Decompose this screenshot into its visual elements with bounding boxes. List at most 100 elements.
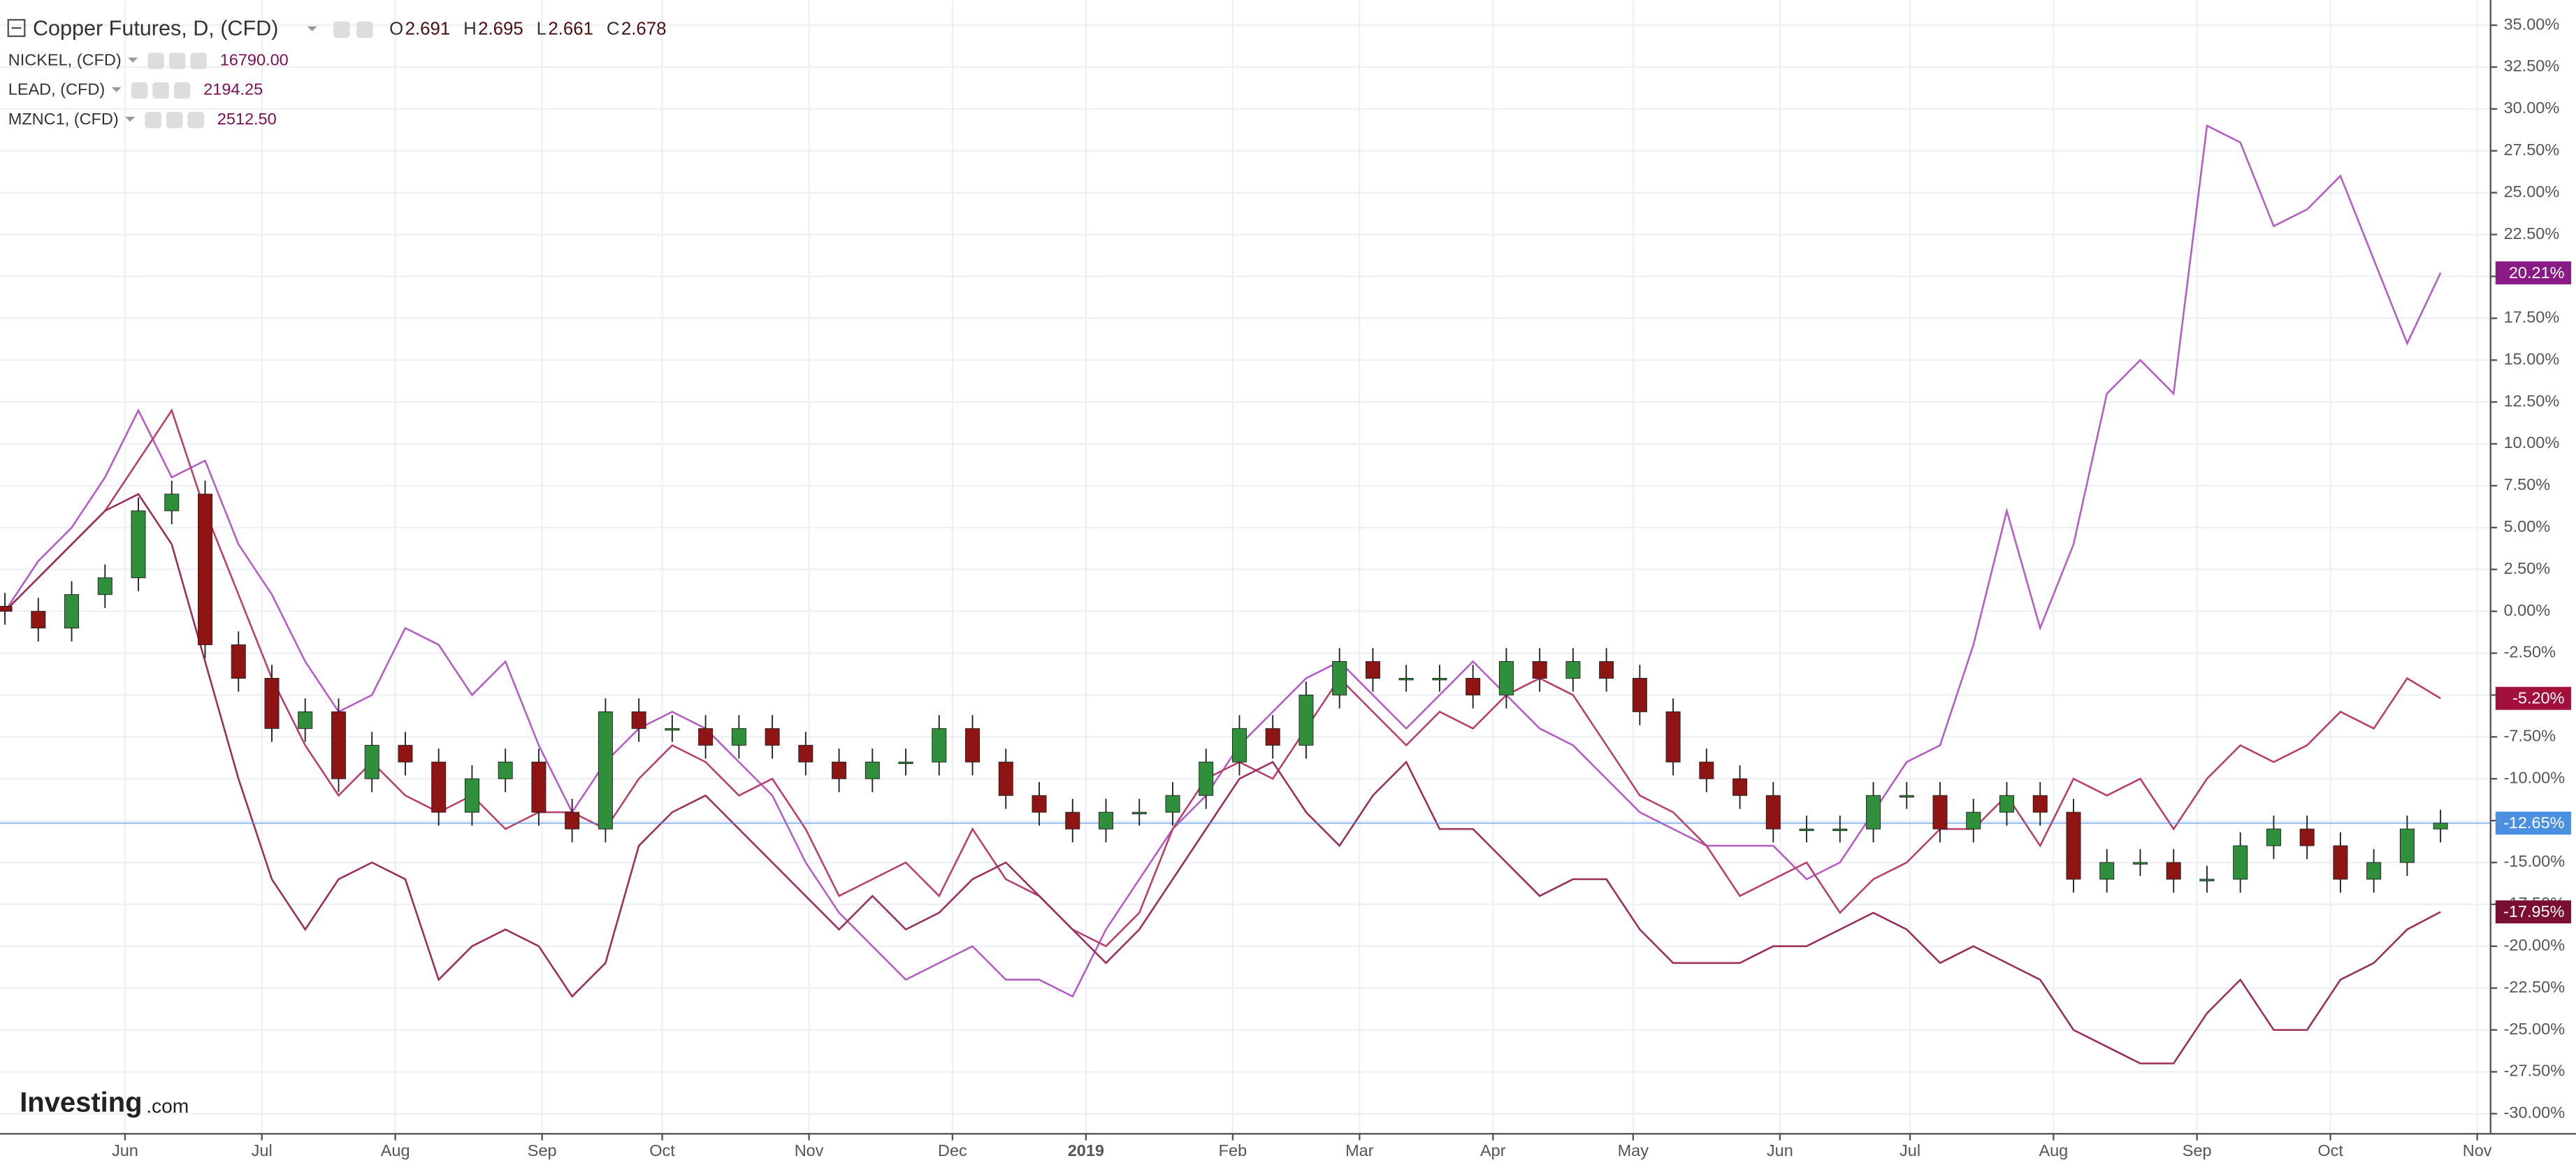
x-tick-label: Jun <box>112 1141 138 1160</box>
y-tick-label: 12.50% <box>2504 391 2560 410</box>
x-tick-label: Jul <box>1900 1141 1920 1160</box>
dropdown-icon[interactable] <box>128 57 138 63</box>
ohlc-value: 2.661 <box>548 19 593 38</box>
series-icon[interactable] <box>168 52 186 69</box>
series-icon[interactable] <box>152 82 169 99</box>
candle-body <box>2032 795 2048 813</box>
candle-body <box>1599 661 1614 679</box>
candle-body <box>1932 795 1948 830</box>
candle-body <box>498 761 513 779</box>
candle-body <box>1565 661 1581 679</box>
dropdown-icon[interactable] <box>125 117 136 122</box>
series-icon[interactable] <box>145 111 161 129</box>
price-tag <box>2495 811 2571 835</box>
candle-body <box>231 644 246 679</box>
overlay-last: 2512.50 <box>217 110 277 128</box>
watermark: Investing .com <box>20 1087 189 1118</box>
y-tick-label: 32.50% <box>2504 57 2560 75</box>
overlay-line <box>4 493 2441 1064</box>
price-tag-label: 20.21% <box>2509 263 2565 282</box>
collapse-icon[interactable] <box>7 19 26 38</box>
candle-body <box>131 510 146 579</box>
candle-body <box>832 761 847 779</box>
y-tick-label: -10.00% <box>2504 768 2566 786</box>
ohlc-key: L <box>537 19 547 38</box>
y-tick-label: 10.00% <box>2504 433 2560 452</box>
candle-body <box>1899 795 1914 798</box>
candle-body <box>198 493 212 646</box>
y-tick-label: 22.50% <box>2504 224 2560 243</box>
candle-body <box>698 728 714 746</box>
candle-body <box>97 577 113 595</box>
x-tick-label: Aug <box>2039 1141 2068 1160</box>
x-tick-label: Aug <box>381 1141 410 1160</box>
price-tag <box>2495 261 2571 284</box>
settings-icon[interactable] <box>333 21 350 38</box>
series-icon[interactable] <box>166 111 183 129</box>
y-tick-label: -7.50% <box>2504 727 2556 745</box>
candle-body <box>1732 778 1748 796</box>
candle-body <box>2399 828 2415 863</box>
y-tick-label: 5.00% <box>2504 517 2551 535</box>
y-tick-label: -15.00% <box>2504 852 2566 870</box>
overlay-name: NICKEL, (CFD) <box>8 50 122 68</box>
y-tick-label: 25.00% <box>2504 182 2560 201</box>
x-tick-label: Sep <box>528 1141 557 1160</box>
overlay-line <box>4 408 2441 948</box>
price-tag-label: -12.65% <box>2503 814 2565 832</box>
candle-body <box>1632 677 1647 712</box>
candle-body <box>998 761 1013 796</box>
x-tick-label: Apr <box>1480 1141 1506 1160</box>
candle-body <box>1432 677 1447 681</box>
candle-body <box>2299 828 2315 846</box>
candle-body <box>64 594 80 629</box>
candle-body <box>1265 728 1280 746</box>
x-tick-label: Oct <box>649 1141 675 1160</box>
ohlc-key: C <box>607 19 620 38</box>
candle-body <box>1032 795 1047 813</box>
series-icon[interactable] <box>187 111 204 129</box>
y-tick-label: -30.00% <box>2504 1104 2566 1122</box>
y-tick-label: 2.50% <box>2504 559 2551 577</box>
plot <box>0 124 2491 1064</box>
y-tick-label: 30.00% <box>2504 99 2560 117</box>
dropdown-icon[interactable] <box>307 26 317 31</box>
candle-body <box>1199 761 1214 796</box>
candle-body <box>898 761 913 765</box>
candle-body <box>1999 795 2015 813</box>
candle-body <box>1398 677 1414 681</box>
candle-body <box>2166 862 2181 880</box>
dropdown-icon[interactable] <box>111 87 122 92</box>
y-tick-label: -20.00% <box>2504 936 2566 954</box>
series-icon[interactable] <box>131 82 148 99</box>
settings-icon[interactable] <box>356 21 373 38</box>
x-tick-label: Feb <box>1219 1141 1247 1160</box>
candle-body <box>364 744 379 779</box>
y-tick-label: 27.50% <box>2504 140 2560 159</box>
candle-body <box>1332 661 1347 695</box>
candle-body <box>965 728 981 763</box>
candle-body <box>2099 862 2115 880</box>
candle-body <box>731 728 746 746</box>
candle-body <box>765 728 780 746</box>
legend: Copper Futures, D, (CFD) O 2.691 H 2.695 L 2.… <box>7 17 667 129</box>
series-icon[interactable] <box>190 52 207 69</box>
candle-body <box>1065 811 1080 830</box>
y-tick-label: -27.50% <box>2504 1062 2566 1080</box>
overlay-last: 16790.00 <box>220 50 289 68</box>
y-tick-label: -25.00% <box>2504 1020 2566 1038</box>
candle-body <box>1365 661 1380 679</box>
price-tag-label: -17.95% <box>2503 902 2565 920</box>
candle-body <box>1131 811 1147 814</box>
candle-body <box>1832 828 1848 831</box>
watermark-brand: Investing <box>20 1087 142 1118</box>
series-icon[interactable] <box>173 82 191 99</box>
candle-body <box>398 744 413 763</box>
series-icon[interactable] <box>147 52 164 69</box>
ohlc-value: 2.695 <box>478 19 523 38</box>
watermark-suffix: .com <box>146 1095 189 1117</box>
overlay-name: LEAD, (CFD) <box>8 80 105 99</box>
